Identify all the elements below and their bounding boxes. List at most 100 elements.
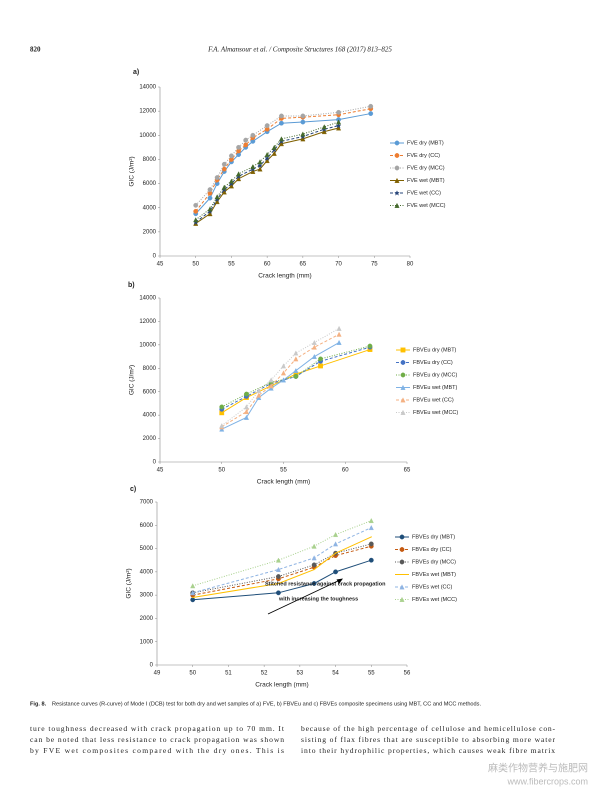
data-point [368,557,374,563]
legend-label: FBVEs wet (MCC) [412,597,457,603]
data-point [333,569,338,575]
data-point [300,119,306,125]
data-point [219,423,225,429]
data-point [219,404,225,410]
body-line: can be noted that less resistance to cra… [30,735,284,744]
data-point [321,124,327,130]
annotation-arrowhead [336,578,343,584]
data-point [318,356,323,362]
data-point [335,122,342,129]
legend-marker [394,153,400,158]
y-tick-label: 4000 [143,205,157,211]
data-point [279,113,284,119]
data-point [313,568,315,571]
x-tick-label: 56 [404,671,411,677]
data-point [268,383,274,389]
data-point [214,175,220,180]
data-point [275,566,281,572]
legend-marker [394,177,400,183]
data-point [243,404,249,410]
legend-marker [400,372,406,378]
data-point [293,356,299,362]
y-tick-label: 2000 [143,436,157,442]
data-point [321,129,327,135]
x-tick-label: 45 [157,468,164,474]
y-tick-label: 12000 [139,319,156,325]
data-point [228,178,234,184]
x-tick-label: 55 [280,468,287,474]
data-point [190,597,196,603]
data-point [221,166,227,172]
data-point [243,414,249,420]
data-point [190,590,196,596]
data-point [318,363,323,369]
x-tick-label: 45 [157,262,164,268]
data-point [207,211,213,217]
data-point [293,374,299,379]
running-head: F.A. Almansour et al. / Composite Struct… [207,46,392,54]
data-point [250,164,256,170]
data-point [336,119,342,125]
data-point [275,557,281,563]
data-point [336,331,342,337]
series-line [195,121,339,221]
y-axis-label: GIC (J/m²) [129,156,136,186]
x-tick-label: 51 [225,671,232,677]
x-tick-label: 52 [261,671,268,677]
data-point [214,194,220,200]
data-point [336,125,342,131]
x-tick-label: 60 [264,262,271,268]
data-point [336,339,342,345]
legend-marker [394,140,400,146]
data-point [300,131,306,137]
legend-label: FBVEs wet (CC) [412,584,453,590]
y-tick-label: 0 [153,460,157,466]
legend-marker [399,596,405,602]
x-axis-label: Crack length (mm) [255,682,308,689]
y-tick-label: 0 [150,663,154,669]
data-point [370,536,372,538]
y-axis-label: GIC (J/m²) [129,365,136,395]
data-point [276,590,281,596]
legend-marker [394,202,400,208]
series-line [192,559,372,601]
y-tick-label: 14000 [139,296,156,302]
data-point [264,151,270,157]
y-tick-label: 12000 [139,109,156,115]
body-line: ture toughness decreased with crack prop… [30,724,285,733]
panel-label: c) [130,486,136,493]
y-tick-label: 2000 [143,229,157,235]
caption-text: Resistance curves (R-curve) of Mode I (D… [52,701,481,707]
data-point [278,136,284,142]
legend-label: FVE dry (MBT) [407,140,444,146]
y-tick-label: 6000 [143,389,157,395]
data-point [264,155,270,161]
series-line [195,105,371,206]
data-point [257,162,263,169]
legend-label: FBVEs dry (CC) [412,547,452,553]
data-point [368,517,374,524]
data-point [229,153,234,159]
x-tick-label: 50 [192,262,199,268]
data-point [207,187,213,193]
x-tick-label: 60 [342,468,349,474]
data-point [190,583,196,589]
data-point [336,325,342,331]
legend-label: FBVEs dry (MCC) [412,559,456,565]
legend-label: FBVEu wet (CC) [413,397,454,403]
data-point [256,387,262,393]
data-point [236,176,242,182]
y-tick-label: 3000 [140,593,154,599]
y-tick-label: 14000 [139,85,156,91]
data-point [250,168,256,174]
data-point [311,543,317,549]
data-point [243,142,249,148]
data-point [276,574,281,579]
legend-label: FBVEu dry (MCC) [413,372,457,378]
x-tick-label: 75 [371,262,378,268]
data-point [271,150,277,156]
data-point [368,111,374,116]
data-point [293,367,299,374]
data-point [243,408,249,415]
data-point [236,171,242,177]
